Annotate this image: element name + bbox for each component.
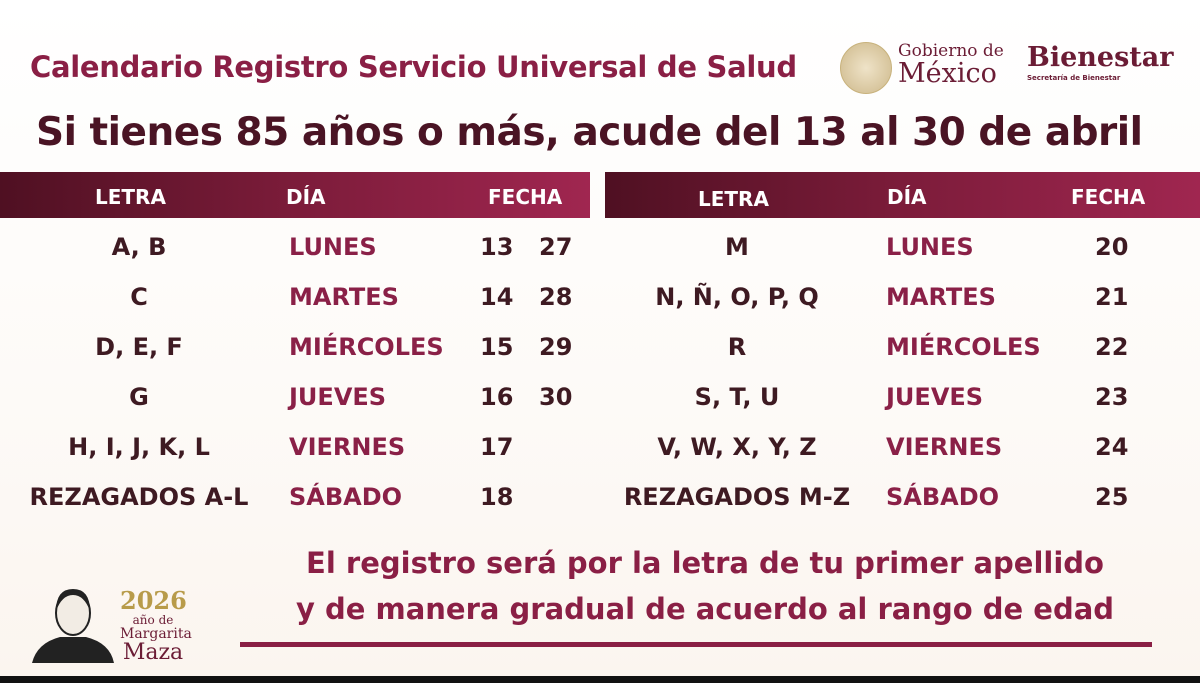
day-cell: SÁBADO <box>886 483 1000 511</box>
date-cell: 18 <box>480 483 514 511</box>
date-cell: 17 <box>480 433 514 461</box>
day-cell: LUNES <box>289 233 377 261</box>
bienestar-text: Bienestar <box>1027 42 1174 73</box>
date-cell: 15 <box>480 333 514 361</box>
date-cell: 24 <box>1095 433 1129 461</box>
day-cell: SÁBADO <box>289 483 403 511</box>
day-cell: MARTES <box>886 283 996 311</box>
date-cell: 22 <box>1095 333 1129 361</box>
footer-line1: El registro será por la letra de tu prim… <box>306 546 1104 580</box>
col-fecha: FECHA <box>488 185 563 209</box>
day-cell: JUEVES <box>886 383 984 411</box>
bienestar-sub: Secretaría de Bienestar <box>1027 74 1121 82</box>
right-table-header: LETRA DÍA FECHA <box>605 172 1200 218</box>
letter-cell: REZAGADOS A-L <box>29 483 249 511</box>
letter-cell: V, W, X, Y, Z <box>657 433 817 461</box>
letter-cell: A, B <box>111 233 167 261</box>
date-cell: 23 <box>1095 383 1129 411</box>
date-cell: 27 <box>539 233 573 261</box>
date-cell: 21 <box>1095 283 1129 311</box>
col-dia: DÍA <box>286 185 326 209</box>
left-table-header: LETRA DÍA FECHA <box>0 172 590 218</box>
day-cell: LUNES <box>886 233 974 261</box>
year-sub: año de <box>132 613 174 627</box>
margarita-maza-portrait-icon <box>32 589 114 663</box>
letter-cell: D, E, F <box>95 333 183 361</box>
name1: Margarita <box>120 626 192 642</box>
date-cell: 13 <box>480 233 514 261</box>
gobierno-logo: Gobierno de México <box>898 42 1004 88</box>
name2: Maza <box>122 640 184 665</box>
letter-cell: REZAGADOS M-Z <box>623 483 851 511</box>
col-fecha: FECHA <box>1071 185 1146 209</box>
letter-cell: N, Ñ, O, P, Q <box>655 283 819 311</box>
day-cell: VIERNES <box>289 433 406 461</box>
margarita-maza-badge: 2026 año de Margarita Maza <box>120 586 192 665</box>
letter-cell: H, I, J, K, L <box>68 433 210 461</box>
day-cell: MARTES <box>289 283 399 311</box>
title: Calendario Registro Servicio Universal d… <box>30 50 797 84</box>
date-cell: 28 <box>539 283 573 311</box>
footer-line2: y de manera gradual de acuerdo al rango … <box>295 592 1115 626</box>
bienestar-logo: Bienestar Secretaría de Bienestar <box>1027 42 1173 82</box>
col-dia: DÍA <box>887 185 927 209</box>
date-cell: 25 <box>1095 483 1129 511</box>
col-letra: LETRA <box>95 185 166 209</box>
letter-cell: G <box>129 383 149 411</box>
date-cell: 29 <box>539 333 573 361</box>
divider <box>240 642 1152 647</box>
letter-cell: C <box>130 283 148 311</box>
col-letra: LETRA <box>698 187 769 211</box>
gobierno-line2: México <box>898 58 997 89</box>
letter-cell: M <box>725 233 749 261</box>
bottom-bar <box>0 676 1200 683</box>
date-cell: 14 <box>480 283 514 311</box>
gobierno-line1: Gobierno de <box>898 41 1004 61</box>
date-cell: 20 <box>1095 233 1129 261</box>
letter-cell: S, T, U <box>694 383 780 411</box>
year: 2026 <box>120 586 187 615</box>
day-cell: JUEVES <box>289 383 387 411</box>
mexico-seal-icon <box>840 42 892 94</box>
letter-cell: R <box>727 333 747 361</box>
subtitle: Si tienes 85 años o más, acude del 13 al… <box>36 110 1143 155</box>
day-cell: MIÉRCOLES <box>289 333 444 361</box>
date-cell: 30 <box>539 383 573 411</box>
date-cell: 16 <box>480 383 514 411</box>
day-cell: MIÉRCOLES <box>886 333 1041 361</box>
day-cell: VIERNES <box>886 433 1003 461</box>
